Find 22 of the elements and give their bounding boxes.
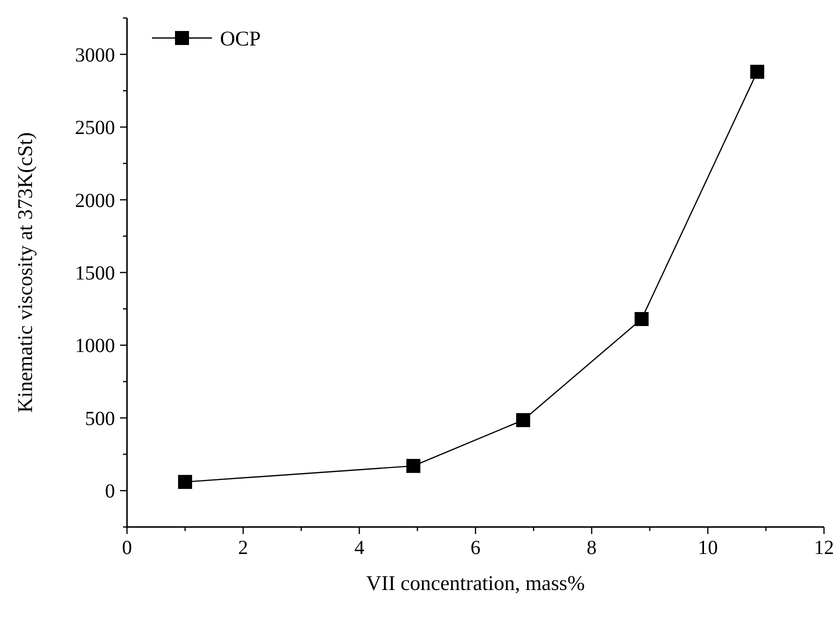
x-tick-label: 10	[698, 537, 718, 559]
x-tick-label: 12	[814, 537, 834, 559]
y-axis-title: Kinematic viscosity at 373K(cSt)	[13, 132, 37, 413]
point	[634, 312, 649, 326]
y-tick-label: 1500	[75, 262, 115, 284]
point	[406, 458, 420, 473]
x-axis-title: VII concentration, mass%	[366, 571, 585, 595]
y-tick-label: 0	[105, 480, 115, 503]
y-tick-label: 2500	[75, 117, 115, 140]
x-tick-label: 6	[470, 537, 480, 559]
point	[178, 474, 192, 489]
y-tick-label: 500	[85, 408, 115, 430]
x-tick-label: 4	[354, 537, 364, 559]
x-tick-label: 0	[122, 537, 132, 559]
x-tick-label: 8	[586, 537, 597, 559]
y-tick-label: 2000	[75, 190, 115, 212]
legend-label: OCP	[220, 26, 261, 50]
x-tick-label: 2	[238, 537, 248, 559]
point	[750, 64, 764, 79]
point	[516, 413, 530, 428]
y-tick-label: 1000	[75, 335, 115, 358]
y-tick-label: 3000	[75, 44, 115, 66]
